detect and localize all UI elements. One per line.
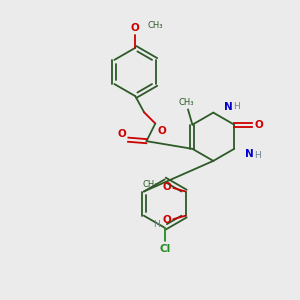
Text: O: O [117, 129, 126, 139]
Text: O: O [162, 215, 171, 225]
Text: O: O [254, 120, 263, 130]
Text: H: H [254, 151, 261, 160]
Text: O: O [131, 23, 140, 33]
Text: CH₃: CH₃ [142, 180, 158, 189]
Text: H: H [153, 220, 160, 229]
Text: H: H [233, 102, 240, 111]
Text: O: O [162, 182, 171, 192]
Text: CH₃: CH₃ [179, 98, 194, 107]
Text: N: N [245, 149, 254, 159]
Text: N: N [224, 102, 233, 112]
Text: O: O [158, 126, 167, 136]
Text: CH₃: CH₃ [148, 21, 163, 30]
Text: Cl: Cl [159, 244, 170, 254]
